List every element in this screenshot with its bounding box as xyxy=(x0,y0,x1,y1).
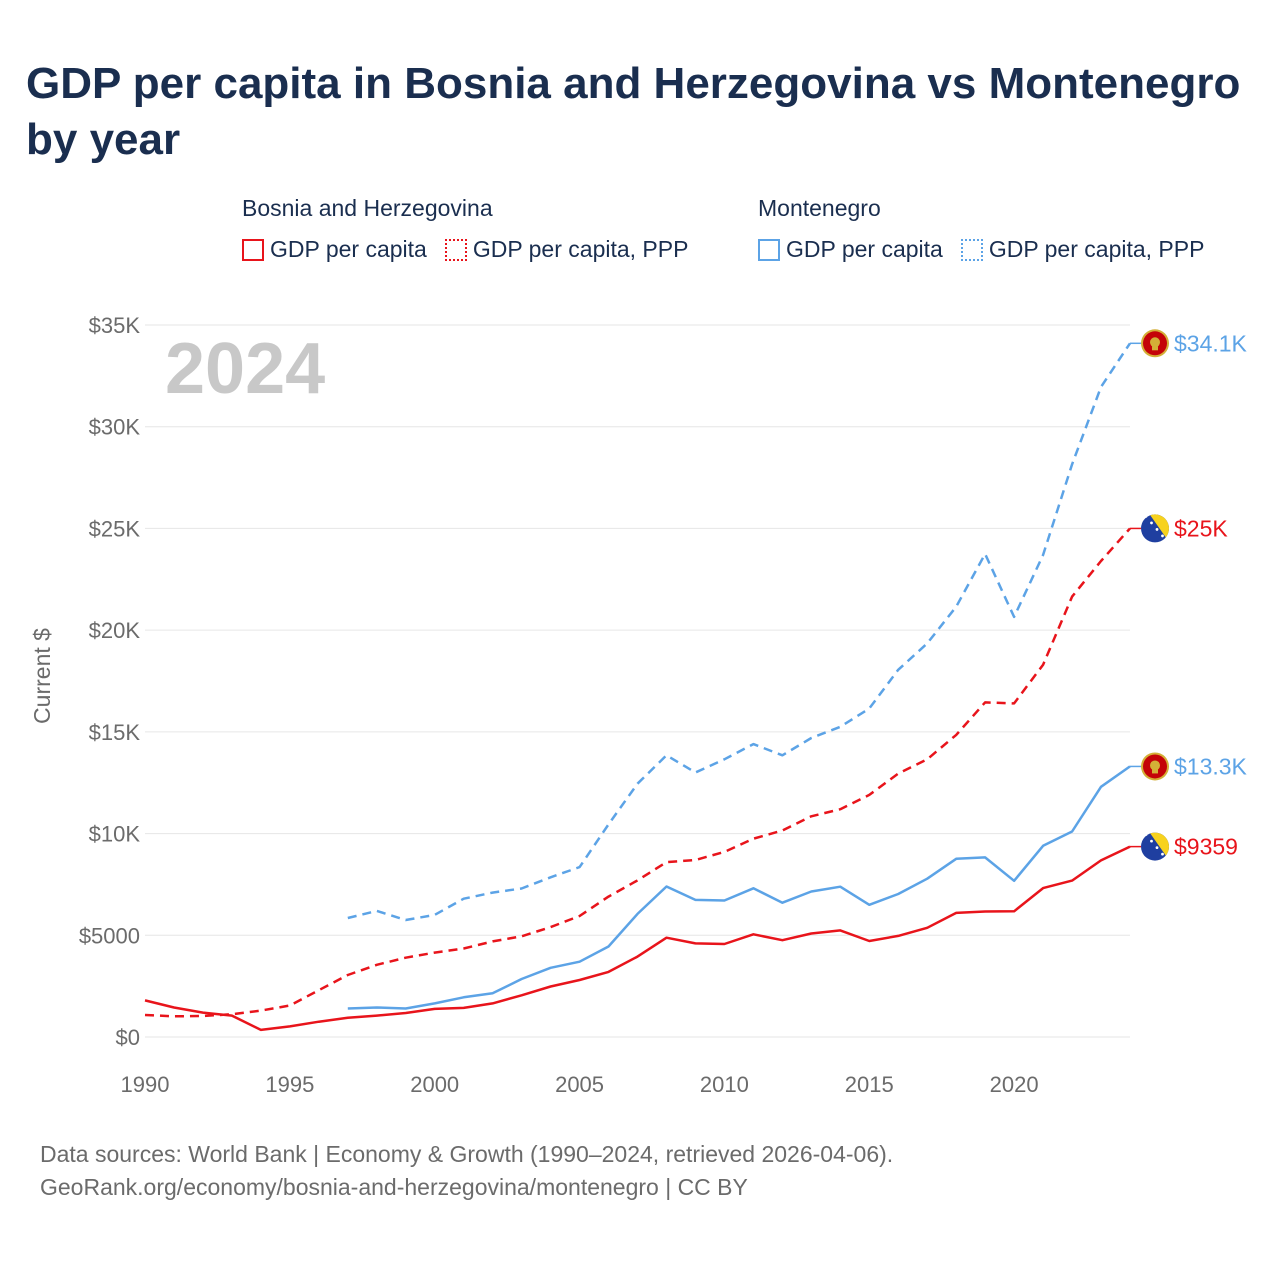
legend-item-label: GDP per capita, PPP xyxy=(988,236,1205,262)
y-tick-label: $25K xyxy=(89,516,141,541)
flag-triangle xyxy=(1149,514,1169,543)
flag-star xyxy=(1150,521,1153,525)
legend-item-label: GDP per capita xyxy=(270,236,427,262)
data-source-note: Data sources: World Bank | Economy & Gro… xyxy=(40,1138,893,1204)
y-tick-label: $15K xyxy=(89,720,141,745)
series-end-label: $13.3K xyxy=(1174,753,1248,779)
flag-star xyxy=(1155,846,1159,850)
flag-emblem-base xyxy=(1152,346,1158,351)
source-line-1: Data sources: World Bank | Economy & Gro… xyxy=(40,1141,894,1167)
flag-body xyxy=(1141,832,1169,861)
legend-group-label: Montenegro xyxy=(758,195,881,221)
series-line-ppp-montenegro xyxy=(347,342,1132,922)
flag-emblem xyxy=(1150,760,1160,771)
flag-star xyxy=(1166,541,1169,543)
flag-star xyxy=(1155,528,1159,531)
montenegro-flag-icon xyxy=(1141,329,1169,358)
source-line-2[interactable]: GeoRank.org/economy/bosnia-and-herzegovi… xyxy=(40,1174,748,1200)
legend-swatch-solid-icon xyxy=(242,238,264,261)
y-axis-label: Current $ xyxy=(29,628,55,724)
y-tick-label: $10K xyxy=(89,822,141,847)
series-line-gdp-bosnia xyxy=(144,845,1131,1032)
bosnia-flag-icon xyxy=(1141,514,1169,543)
series-line-ppp-bosnia xyxy=(144,527,1131,1018)
x-tick-label: 2010 xyxy=(700,1072,749,1097)
x-tick-label: 1990 xyxy=(121,1072,170,1097)
y-tick-label: $0 xyxy=(116,1025,140,1050)
flag-triangle xyxy=(1149,832,1169,861)
y-tick-label: $5000 xyxy=(79,923,140,948)
legend-group-bosnia: Bosnia and Herzegovina GDP per capita GD… xyxy=(242,195,706,263)
legend-group-montenegro: Montenegro GDP per capita GDP per capita… xyxy=(758,195,1222,263)
series-end-label: $9359 xyxy=(1174,834,1238,860)
legend-item-label: GDP per capita, PPP xyxy=(472,236,689,262)
line-chart: $0 $5000 $10K $15K $20K $25K $30K $35K 1990 1995 2… xyxy=(29,313,1248,1097)
series-end-label: $25K xyxy=(1174,515,1228,541)
current-year-label: 2024 xyxy=(165,329,325,409)
legend-swatch-dotted-icon xyxy=(444,238,467,261)
flag-star xyxy=(1150,839,1153,843)
flag-star xyxy=(1144,833,1148,837)
legend-swatch-dotted-icon xyxy=(960,238,983,261)
bosnia-flag-icon xyxy=(1141,832,1169,861)
y-tick-label: $20K xyxy=(89,618,141,643)
legend-item-bosnia-gdp-ppp[interactable]: GDP per capita, PPP xyxy=(444,236,689,263)
chart-title: GDP per capita in Bosnia and Herzegovina… xyxy=(26,59,1241,164)
flag-emblem-base xyxy=(1152,769,1158,774)
legend-item-montenegro-gdp-ppp[interactable]: GDP per capita, PPP xyxy=(960,236,1205,263)
flag-emblem xyxy=(1150,337,1160,348)
series-line-gdp-montenegro xyxy=(347,765,1131,1010)
montenegro-flag-icon xyxy=(1141,752,1169,781)
flag-star xyxy=(1161,852,1164,856)
legend-item-montenegro-gdp[interactable]: GDP per capita xyxy=(758,236,943,263)
y-tick-label: $35K xyxy=(89,313,141,338)
flag-body xyxy=(1141,514,1169,543)
flag-star xyxy=(1161,534,1164,538)
x-tick-label: 1995 xyxy=(265,1072,314,1097)
y-tick-label: $30K xyxy=(89,415,141,440)
legend-group-label: Bosnia and Herzegovina xyxy=(242,195,493,221)
legend-swatch-solid-icon xyxy=(758,238,780,261)
flag-star xyxy=(1144,515,1148,518)
x-tick-label: 2020 xyxy=(990,1072,1039,1097)
legend-item-label: GDP per capita xyxy=(786,236,943,262)
series-end-label: $34.1K xyxy=(1174,330,1248,356)
flag-star xyxy=(1166,859,1169,861)
x-tick-label: 2005 xyxy=(555,1072,604,1097)
x-tick-label: 2015 xyxy=(845,1072,894,1097)
x-tick-label: 2000 xyxy=(410,1072,459,1097)
legend-item-bosnia-gdp[interactable]: GDP per capita xyxy=(242,236,427,263)
